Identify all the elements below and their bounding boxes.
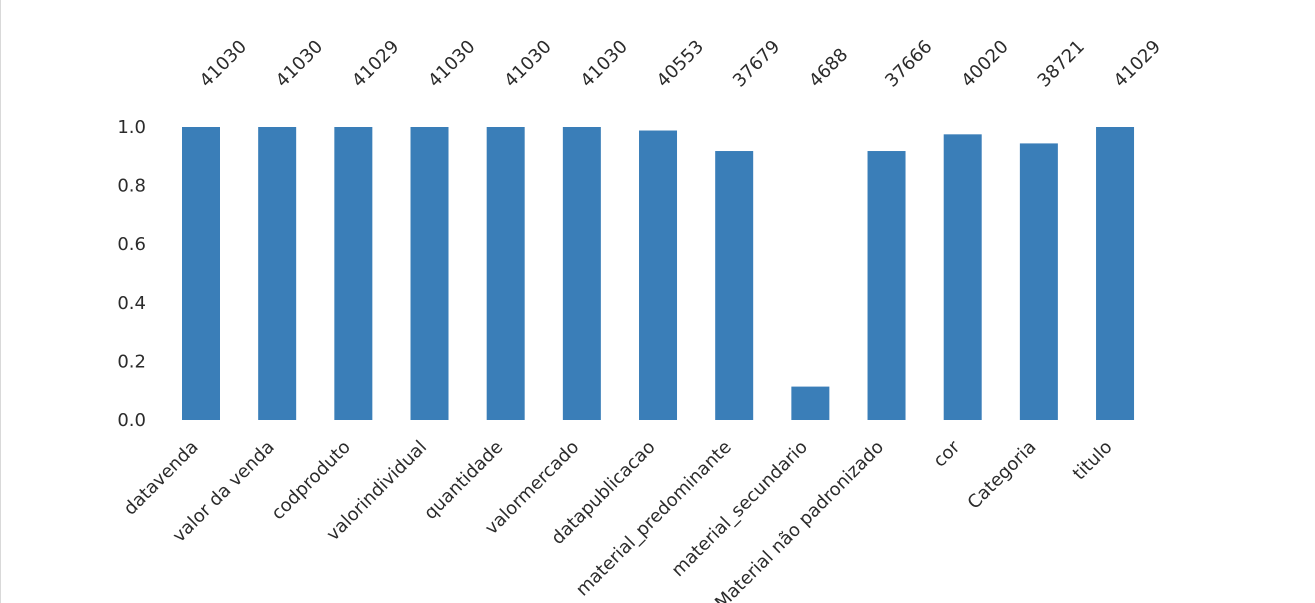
bar-count-label: 37679 [729,36,784,91]
bar [334,127,373,420]
bar-count-label: 38721 [1034,36,1089,91]
count-labels: 41030 41030 41029 41030 41030 41030 40553 37679… [196,36,1165,91]
y-axis-ticks: 0.0 0.2 0.4 0.6 0.8 1.0 [117,117,146,431]
bar-count-label: 41030 [272,36,327,91]
y-tick-label: 0.4 [117,293,146,314]
bar-count-label: 41030 [424,36,479,91]
bar [1096,127,1135,420]
bar [182,127,220,420]
bar [486,127,525,420]
bar [943,134,982,420]
bar [1019,143,1058,420]
x-category-label: material_secundario [668,437,812,581]
bar-count-label: 4688 [805,44,852,91]
y-tick-label: 0.0 [117,410,146,431]
bar [791,386,830,420]
y-tick-label: 0.6 [117,234,146,255]
bar-count-label: 40020 [957,36,1012,91]
x-category-label: titulo [1069,437,1117,485]
bar-count-label: 41029 [1110,36,1165,91]
bar [258,127,297,420]
bar [715,151,754,420]
bar [562,127,601,420]
bar-count-label: 40553 [653,36,708,91]
x-category-label: datavenda [120,437,203,520]
y-tick-label: 0.2 [117,351,146,372]
bar [410,127,449,420]
bar [867,151,906,420]
x-category-label: Categoria [964,437,1041,514]
x-category-label: material_predominante [572,437,736,601]
bar-count-label: 37666 [881,36,936,91]
bar-count-label: 41029 [348,36,403,91]
frame-edge [0,0,1,603]
bars [182,127,1135,421]
bar-count-label: 41030 [500,36,555,91]
y-tick-label: 1.0 [117,117,146,138]
bar-count-label: 41030 [196,36,251,91]
y-tick-label: 0.8 [117,176,146,197]
bar-count-label: 41030 [577,36,632,91]
x-category-label: cor [929,436,964,471]
bar [639,130,678,421]
